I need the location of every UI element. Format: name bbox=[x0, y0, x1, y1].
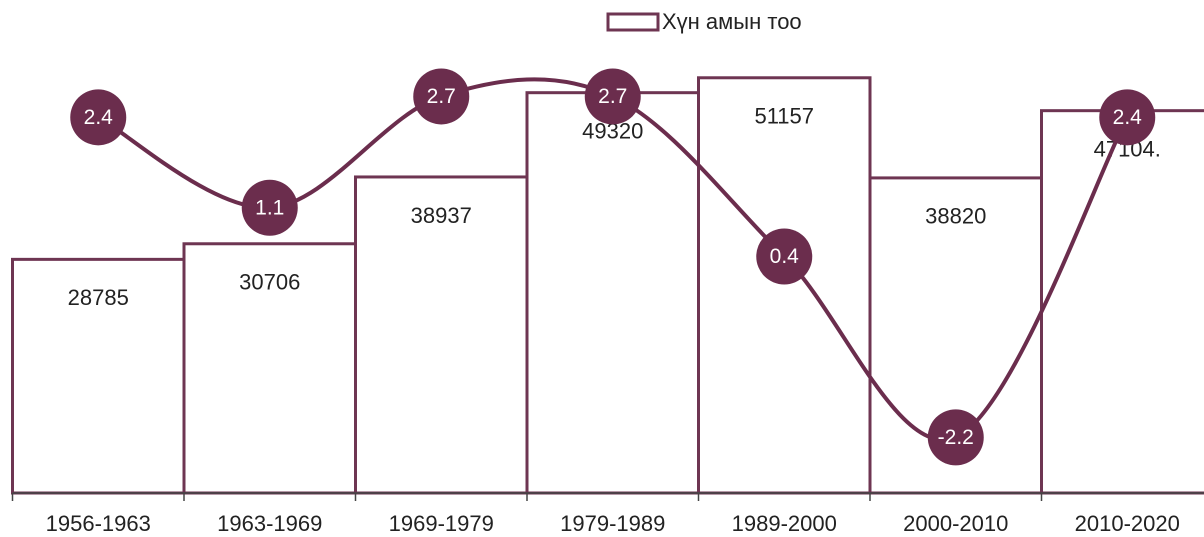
growth-marker bbox=[413, 68, 470, 125]
growth-marker bbox=[70, 89, 127, 146]
bar bbox=[697, 76, 872, 495]
x-tick-label: 1969-1979 bbox=[389, 511, 494, 536]
growth-value-label: -2.2 bbox=[938, 426, 974, 449]
bar bbox=[11, 257, 186, 495]
bar-value-label: 38937 bbox=[411, 203, 472, 228]
bar bbox=[182, 242, 357, 495]
growth-value-label: 2.7 bbox=[427, 85, 456, 108]
growth-value-label: 2.4 bbox=[84, 106, 114, 129]
bar-value-label: 28785 bbox=[68, 285, 129, 310]
growth-value-label: 1.1 bbox=[255, 196, 284, 219]
growth-value-label: 2.7 bbox=[598, 85, 627, 108]
growth-marker bbox=[756, 228, 813, 285]
bar bbox=[525, 91, 700, 495]
growth-value-label: 2.4 bbox=[1113, 106, 1143, 129]
bar-value-label: 51157 bbox=[754, 104, 814, 129]
bar bbox=[354, 175, 529, 495]
bar-value-label: 30706 bbox=[239, 270, 300, 295]
x-tick-label: 1979-1989 bbox=[560, 511, 665, 536]
growth-marker bbox=[927, 409, 984, 466]
bar-value-label: 38820 bbox=[925, 204, 986, 229]
x-tick-label: 2000-2010 bbox=[903, 511, 1008, 536]
growth-marker bbox=[1099, 89, 1156, 146]
x-tick-label: 2010-2020 bbox=[1075, 511, 1180, 536]
growth-marker bbox=[584, 68, 641, 125]
bar bbox=[1040, 109, 1204, 495]
legend-label: Хүн амын тоо bbox=[662, 9, 802, 34]
x-tick-label: 1989-2000 bbox=[732, 511, 837, 536]
x-tick-label: 1963-1969 bbox=[217, 511, 322, 536]
legend-swatch bbox=[606, 12, 660, 32]
growth-marker bbox=[241, 179, 298, 236]
x-tick-label: 1956-1963 bbox=[46, 511, 151, 536]
growth-value-label: 0.4 bbox=[770, 245, 800, 268]
